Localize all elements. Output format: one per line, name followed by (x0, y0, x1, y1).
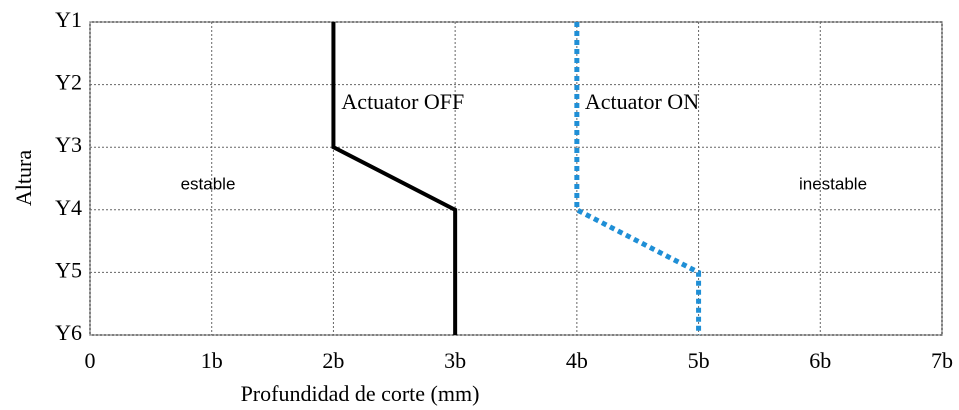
x-tick-label: 4b (566, 348, 588, 373)
y-tick-label: Y6 (55, 320, 82, 345)
y-axis-label: Altura (11, 150, 36, 206)
x-axis-label: Profundidad de corte (mm) (241, 381, 480, 406)
y-tick-label: Y4 (55, 195, 82, 220)
x-tick-label: 5b (688, 348, 710, 373)
y-tick-label: Y1 (55, 7, 82, 32)
y-tick-label: Y3 (55, 132, 82, 157)
x-tick-label: 6b (809, 348, 831, 373)
x-tick-label: 3b (444, 348, 466, 373)
series-label: Actuator OFF (341, 89, 464, 114)
x-tick-label: 1b (201, 348, 223, 373)
series-line (574, 22, 702, 335)
y-tick-label: Y5 (55, 257, 82, 282)
annotation: inestable (799, 174, 867, 193)
y-tick-label: Y2 (55, 70, 82, 95)
x-tick-label: 0 (85, 348, 96, 373)
x-tick-label: 2b (322, 348, 344, 373)
series-line (331, 22, 458, 335)
annotation: estable (181, 174, 236, 193)
series-label: Actuator ON (585, 89, 699, 114)
x-tick-label: 7b (931, 348, 953, 373)
